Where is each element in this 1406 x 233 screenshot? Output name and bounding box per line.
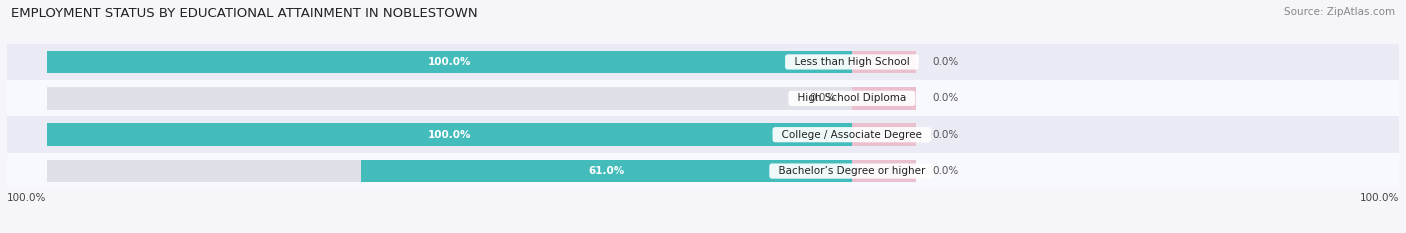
Text: 0.0%: 0.0% bbox=[932, 130, 959, 140]
Bar bbox=[852, 51, 917, 73]
Bar bbox=[852, 87, 917, 110]
Bar bbox=[852, 160, 917, 182]
Bar bbox=[7, 80, 1399, 116]
Bar bbox=[852, 160, 917, 182]
Bar bbox=[852, 123, 917, 146]
Bar bbox=[48, 123, 852, 146]
Bar bbox=[7, 44, 1399, 80]
Bar bbox=[852, 51, 917, 73]
Text: Bachelor’s Degree or higher: Bachelor’s Degree or higher bbox=[772, 166, 932, 176]
Text: EMPLOYMENT STATUS BY EDUCATIONAL ATTAINMENT IN NOBLESTOWN: EMPLOYMENT STATUS BY EDUCATIONAL ATTAINM… bbox=[11, 7, 478, 20]
Text: 0.0%: 0.0% bbox=[932, 57, 959, 67]
Bar bbox=[852, 123, 917, 146]
Bar bbox=[48, 51, 852, 73]
Text: High School Diploma: High School Diploma bbox=[792, 93, 912, 103]
Text: 61.0%: 61.0% bbox=[588, 166, 624, 176]
Bar bbox=[48, 51, 852, 73]
Text: Source: ZipAtlas.com: Source: ZipAtlas.com bbox=[1284, 7, 1395, 17]
Bar bbox=[361, 160, 852, 182]
Bar bbox=[48, 160, 852, 182]
Text: 100.0%: 100.0% bbox=[1360, 193, 1399, 203]
Bar bbox=[7, 116, 1399, 153]
Bar bbox=[48, 123, 852, 146]
Text: 0.0%: 0.0% bbox=[932, 166, 959, 176]
Text: 0.0%: 0.0% bbox=[932, 93, 959, 103]
Bar bbox=[852, 87, 917, 110]
Bar bbox=[48, 87, 852, 110]
Text: 100.0%: 100.0% bbox=[7, 193, 46, 203]
Text: College / Associate Degree: College / Associate Degree bbox=[775, 130, 928, 140]
Text: 100.0%: 100.0% bbox=[427, 57, 471, 67]
Bar bbox=[7, 153, 1399, 189]
Text: Less than High School: Less than High School bbox=[787, 57, 915, 67]
Text: 0.0%: 0.0% bbox=[810, 93, 835, 103]
Text: 100.0%: 100.0% bbox=[427, 130, 471, 140]
